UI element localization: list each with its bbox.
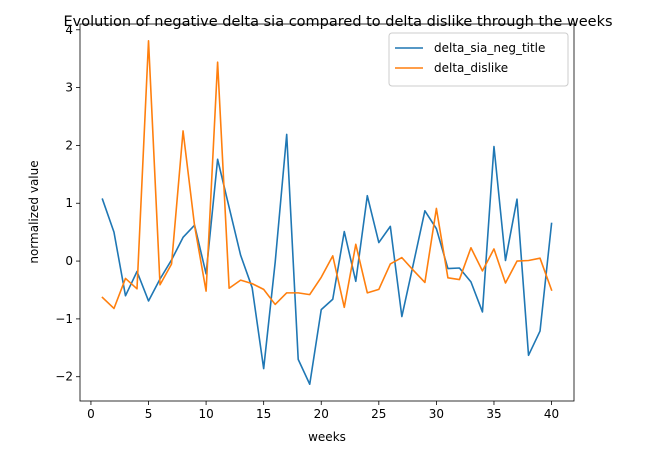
x-tick-label: 25 xyxy=(371,407,386,421)
y-axis-ticks: −2 −1 0 1 2 3 4 xyxy=(55,23,80,384)
x-tick-label: 0 xyxy=(87,407,95,421)
y-axis-title: normalized value xyxy=(27,160,41,263)
plot-area: 0 5 10 15 20 25 30 35 40 −2 −1 0 1 2 3 4 xyxy=(55,23,575,421)
y-tick-label: 0 xyxy=(65,254,73,268)
legend-box xyxy=(388,32,569,87)
x-tick-label: 5 xyxy=(145,407,153,421)
legend-label: delta_dislike xyxy=(434,61,508,75)
y-tick-label: 3 xyxy=(65,81,73,95)
x-tick-label: 40 xyxy=(544,407,559,421)
y-tick-label: −1 xyxy=(55,312,73,326)
axes-frame xyxy=(79,23,575,402)
legend: delta_sia_neg_title delta_dislike xyxy=(388,32,569,87)
chart-title: Evolution of negative delta sia compared… xyxy=(63,14,612,30)
series-layer xyxy=(101,39,553,386)
legend-label: delta_sia_neg_title xyxy=(434,41,545,55)
y-tick-label: 1 xyxy=(65,196,73,210)
series-line-delta_dislike xyxy=(101,39,553,310)
x-axis-title: weeks xyxy=(308,430,346,444)
x-tick-label: 35 xyxy=(486,407,501,421)
y-tick-label: 2 xyxy=(65,138,73,152)
x-tick-label: 10 xyxy=(198,407,213,421)
x-tick-label: 15 xyxy=(256,407,271,421)
x-tick-label: 30 xyxy=(429,407,444,421)
x-tick-label: 20 xyxy=(314,407,329,421)
y-tick-label: 4 xyxy=(65,23,73,37)
y-tick-label: −2 xyxy=(55,370,73,384)
series-line-delta_sia_neg_title xyxy=(101,133,553,386)
x-axis-ticks: 0 5 10 15 20 25 30 35 40 xyxy=(87,401,559,421)
